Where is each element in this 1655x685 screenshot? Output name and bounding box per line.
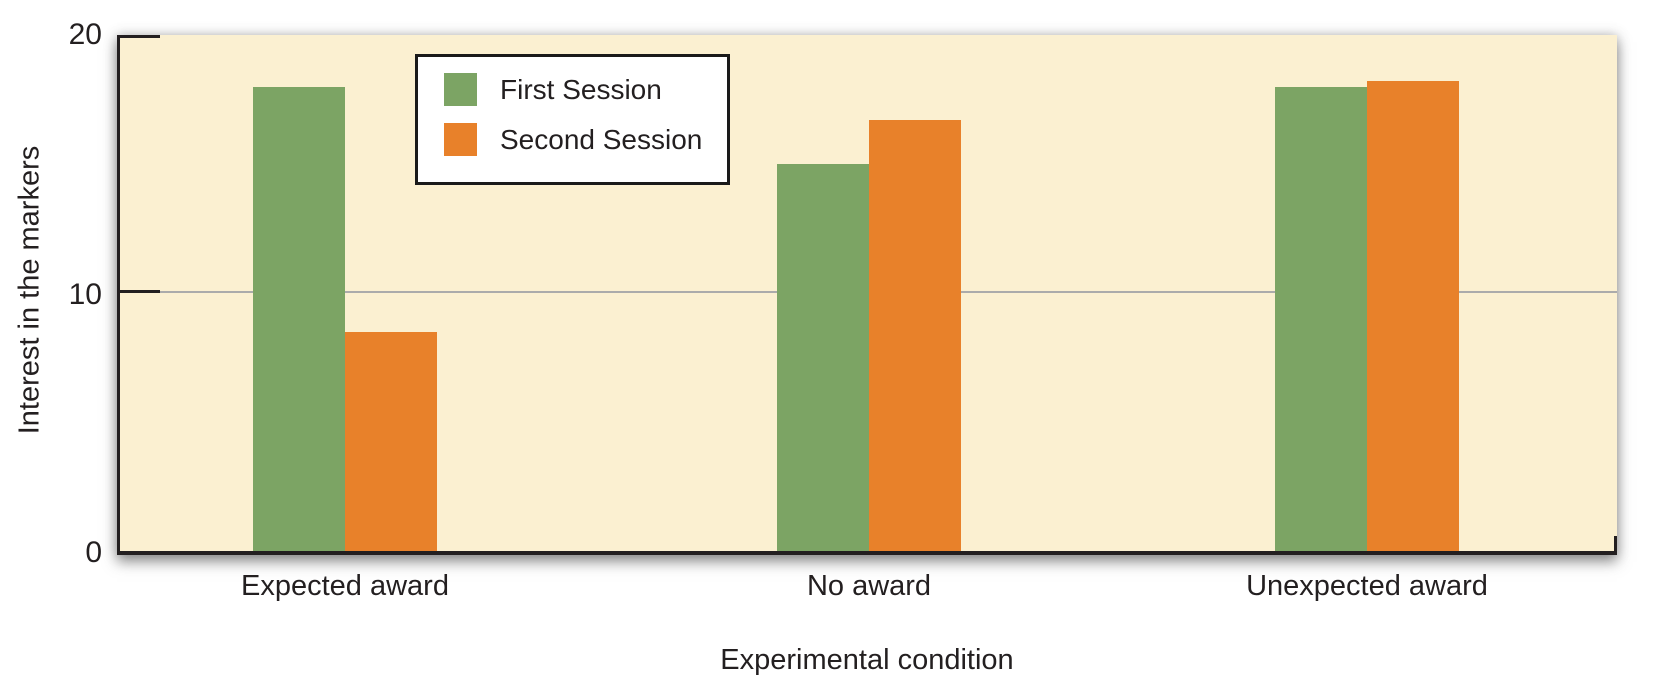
y-tick-label-20: 20 bbox=[68, 18, 102, 51]
legend-label-first-session: First Session bbox=[500, 74, 662, 105]
y-axis-tick-20 bbox=[120, 35, 160, 38]
second-session-bar bbox=[868, 120, 961, 551]
first-session-bar bbox=[1275, 87, 1367, 551]
plot-area: First Session Second Session bbox=[117, 35, 1617, 555]
x-axis-end-tick bbox=[1614, 536, 1617, 551]
bar-group-unexpected-award bbox=[1275, 81, 1459, 551]
y-axis-tick-10 bbox=[120, 290, 160, 293]
bar-group-no-award bbox=[776, 120, 961, 551]
first-session-swatch-icon bbox=[444, 73, 477, 106]
second-session-bar bbox=[344, 332, 437, 551]
x-category-label-expected-award: Expected award bbox=[241, 570, 449, 602]
first-session-bar bbox=[776, 164, 869, 551]
legend: First Session Second Session bbox=[415, 54, 730, 185]
y-tick-label-10: 10 bbox=[68, 278, 102, 311]
first-session-bar bbox=[252, 87, 345, 551]
second-session-swatch-icon bbox=[444, 123, 477, 156]
second-session-bar bbox=[1367, 81, 1459, 551]
legend-item-first-session: First Session bbox=[444, 73, 727, 106]
x-axis-title: Experimental condition bbox=[720, 644, 1014, 676]
legend-item-second-session: Second Session bbox=[444, 123, 727, 156]
x-category-label-unexpected-award: Unexpected award bbox=[1246, 570, 1488, 602]
x-category-label-no-award: No award bbox=[806, 570, 932, 602]
legend-label-second-session: Second Session bbox=[500, 124, 703, 155]
bar-group-expected-award bbox=[252, 87, 437, 551]
y-tick-label-0: 0 bbox=[85, 536, 102, 569]
